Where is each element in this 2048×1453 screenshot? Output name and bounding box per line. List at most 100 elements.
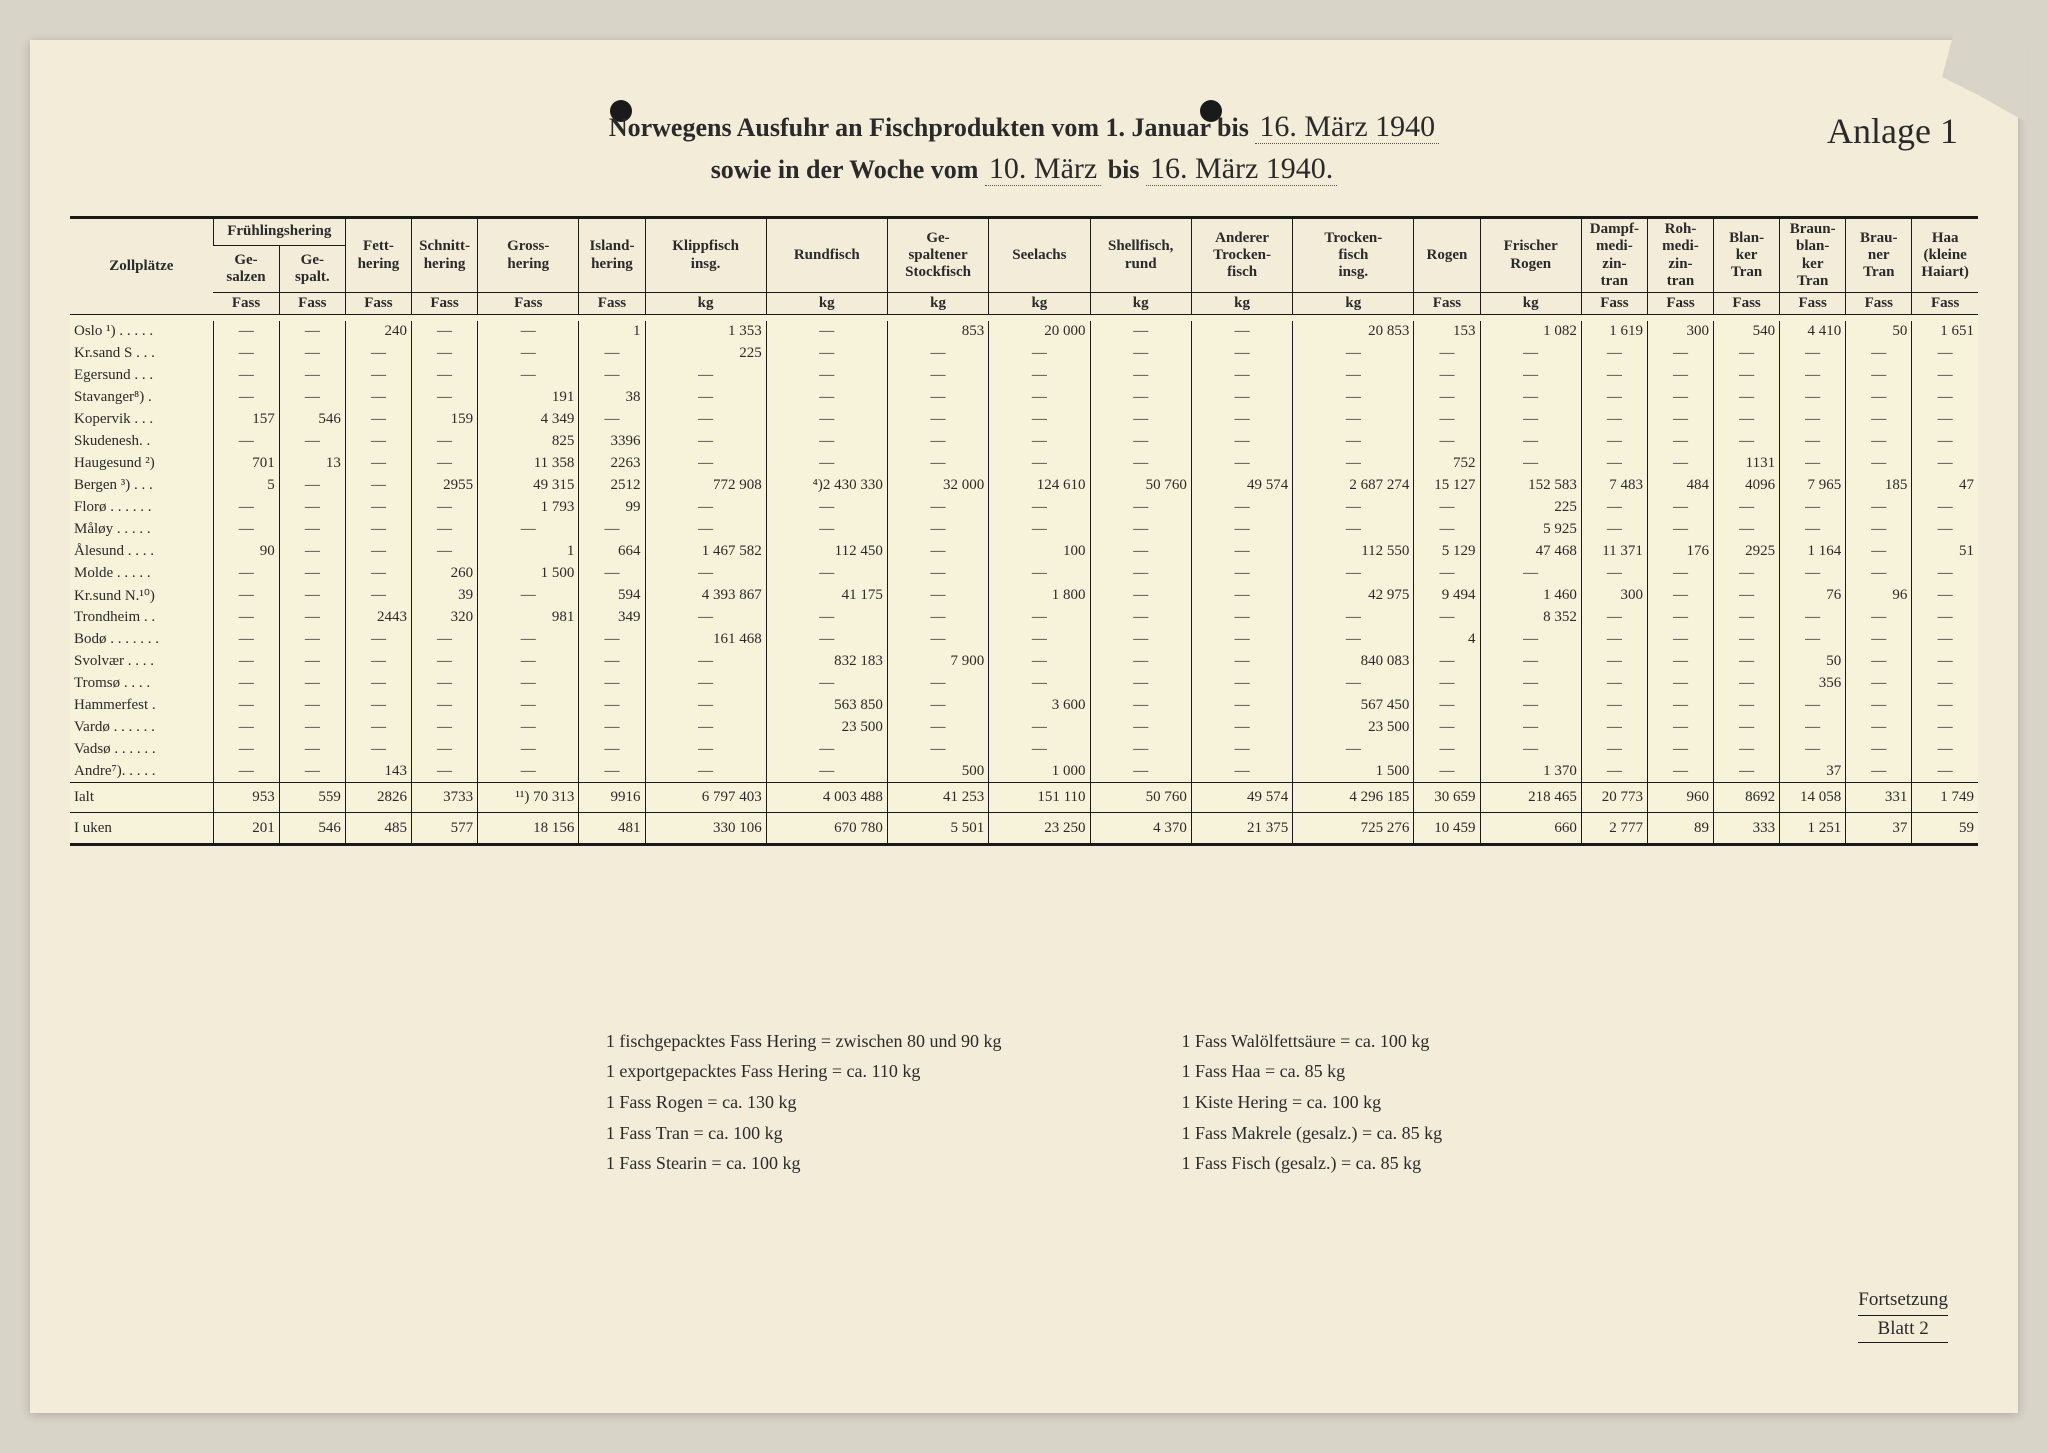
cell: 4 (1414, 629, 1480, 651)
row-label: Andre⁷). . . . . (70, 761, 213, 783)
cell: 832 183 (766, 651, 887, 673)
cell: 1 370 (1480, 761, 1581, 783)
cell: 1 082 (1480, 321, 1581, 343)
th-unit: Fass (1912, 293, 1978, 315)
cell: — (887, 431, 988, 453)
cell: — (279, 497, 345, 519)
cell: — (1191, 739, 1292, 761)
cell: — (1780, 563, 1846, 585)
th-unit: kg (766, 293, 887, 315)
cell: — (1714, 695, 1780, 717)
cell: — (1090, 343, 1191, 365)
th-blank: Blan- ker Tran (1714, 219, 1780, 293)
handwritten-from: 10. März (985, 152, 1101, 186)
cell: — (887, 585, 988, 607)
cell: 981 (478, 607, 579, 629)
cell: — (1912, 651, 1978, 673)
cell: — (766, 387, 887, 409)
cell: — (411, 673, 477, 695)
table-row: Kr.sund N.¹⁰)———39—5944 393 86741 175—1 … (70, 585, 1978, 607)
th-haa: Haa (kleine Haiart) (1912, 219, 1978, 293)
cell: 4 370 (1090, 813, 1191, 843)
th-seelachs: Seelachs (989, 219, 1090, 293)
row-label: Florø . . . . . . (70, 497, 213, 519)
cell: — (1780, 409, 1846, 431)
cell: 7 965 (1780, 475, 1846, 497)
cell: — (1581, 519, 1647, 541)
cell: 300 (1581, 585, 1647, 607)
row-label: Vadsø . . . . . . (70, 739, 213, 761)
cell: — (1714, 739, 1780, 761)
cell: — (766, 497, 887, 519)
footnote-line: 1 Fass Makrele (gesalz.) = ca. 85 kg (1182, 1118, 1443, 1149)
cell: 59 (1912, 813, 1978, 843)
cell: — (345, 629, 411, 651)
cell: 112 450 (766, 541, 887, 563)
cell: 5 (213, 475, 279, 497)
table-row: Florø . . . . . .————1 79399————————225—… (70, 497, 1978, 519)
cell: — (345, 695, 411, 717)
th-unit: kg (645, 293, 766, 315)
cell: — (989, 519, 1090, 541)
cell: — (766, 409, 887, 431)
cell: — (1647, 717, 1713, 739)
cell: — (411, 497, 477, 519)
cell: 1 651 (1912, 321, 1978, 343)
cell: — (1293, 673, 1414, 695)
cell: — (1912, 453, 1978, 475)
cell: — (579, 673, 645, 695)
th-gross: Gross- hering (478, 219, 579, 293)
cell: — (1581, 607, 1647, 629)
cell: — (989, 453, 1090, 475)
cell: 39 (411, 585, 477, 607)
cell: — (1480, 453, 1581, 475)
cell: 960 (1647, 783, 1713, 813)
cell: 112 550 (1293, 541, 1414, 563)
cell: — (1480, 673, 1581, 695)
cell: — (1846, 629, 1912, 651)
cell: 2512 (579, 475, 645, 497)
footnote-line: 1 Fass Rogen = ca. 130 kg (606, 1087, 1002, 1118)
cell: — (579, 563, 645, 585)
cell: — (1846, 453, 1912, 475)
row-label: Trondheim . . (70, 607, 213, 629)
cell: — (579, 629, 645, 651)
cell: — (645, 607, 766, 629)
cell: — (345, 343, 411, 365)
cell: — (1780, 343, 1846, 365)
cell: — (345, 673, 411, 695)
table-row: Vadsø . . . . . .————————————————————— (70, 739, 1978, 761)
cell: — (411, 519, 477, 541)
cell: — (887, 541, 988, 563)
cell: 47 468 (1480, 541, 1581, 563)
th-gesalzen: Ge- salzen (213, 245, 279, 292)
cell: — (279, 717, 345, 739)
table-row: Trondheim . .——2443320981349————————8 35… (70, 607, 1978, 629)
cell: — (1090, 629, 1191, 651)
table-row: Oslo ¹) . . . . .——240——11 353—85320 000… (70, 321, 1978, 343)
cell: 15 127 (1414, 475, 1480, 497)
cell: 725 276 (1293, 813, 1414, 843)
cell: — (1090, 651, 1191, 673)
th-zoll: Zollplätze (70, 219, 213, 315)
footnote-line: 1 Fass Tran = ca. 100 kg (606, 1118, 1002, 1149)
cell: 1 793 (478, 497, 579, 519)
cell: — (1293, 387, 1414, 409)
row-label: I uken (70, 813, 213, 843)
table-row: Molde . . . . .———2601 500——————————————… (70, 563, 1978, 585)
cell: 185 (1846, 475, 1912, 497)
cell: — (1780, 519, 1846, 541)
cell: 701 (213, 453, 279, 475)
cell: — (279, 585, 345, 607)
cell: — (1647, 651, 1713, 673)
cell: 176 (1647, 541, 1713, 563)
cell: — (213, 651, 279, 673)
cell: — (279, 343, 345, 365)
row-label: Bodø . . . . . . . (70, 629, 213, 651)
cell: — (1647, 629, 1713, 651)
cell: — (645, 673, 766, 695)
th-dampf: Dampf- medi- zin- tran (1581, 219, 1647, 293)
cell: 5 925 (1480, 519, 1581, 541)
cell: — (1912, 695, 1978, 717)
cell: — (1191, 585, 1292, 607)
